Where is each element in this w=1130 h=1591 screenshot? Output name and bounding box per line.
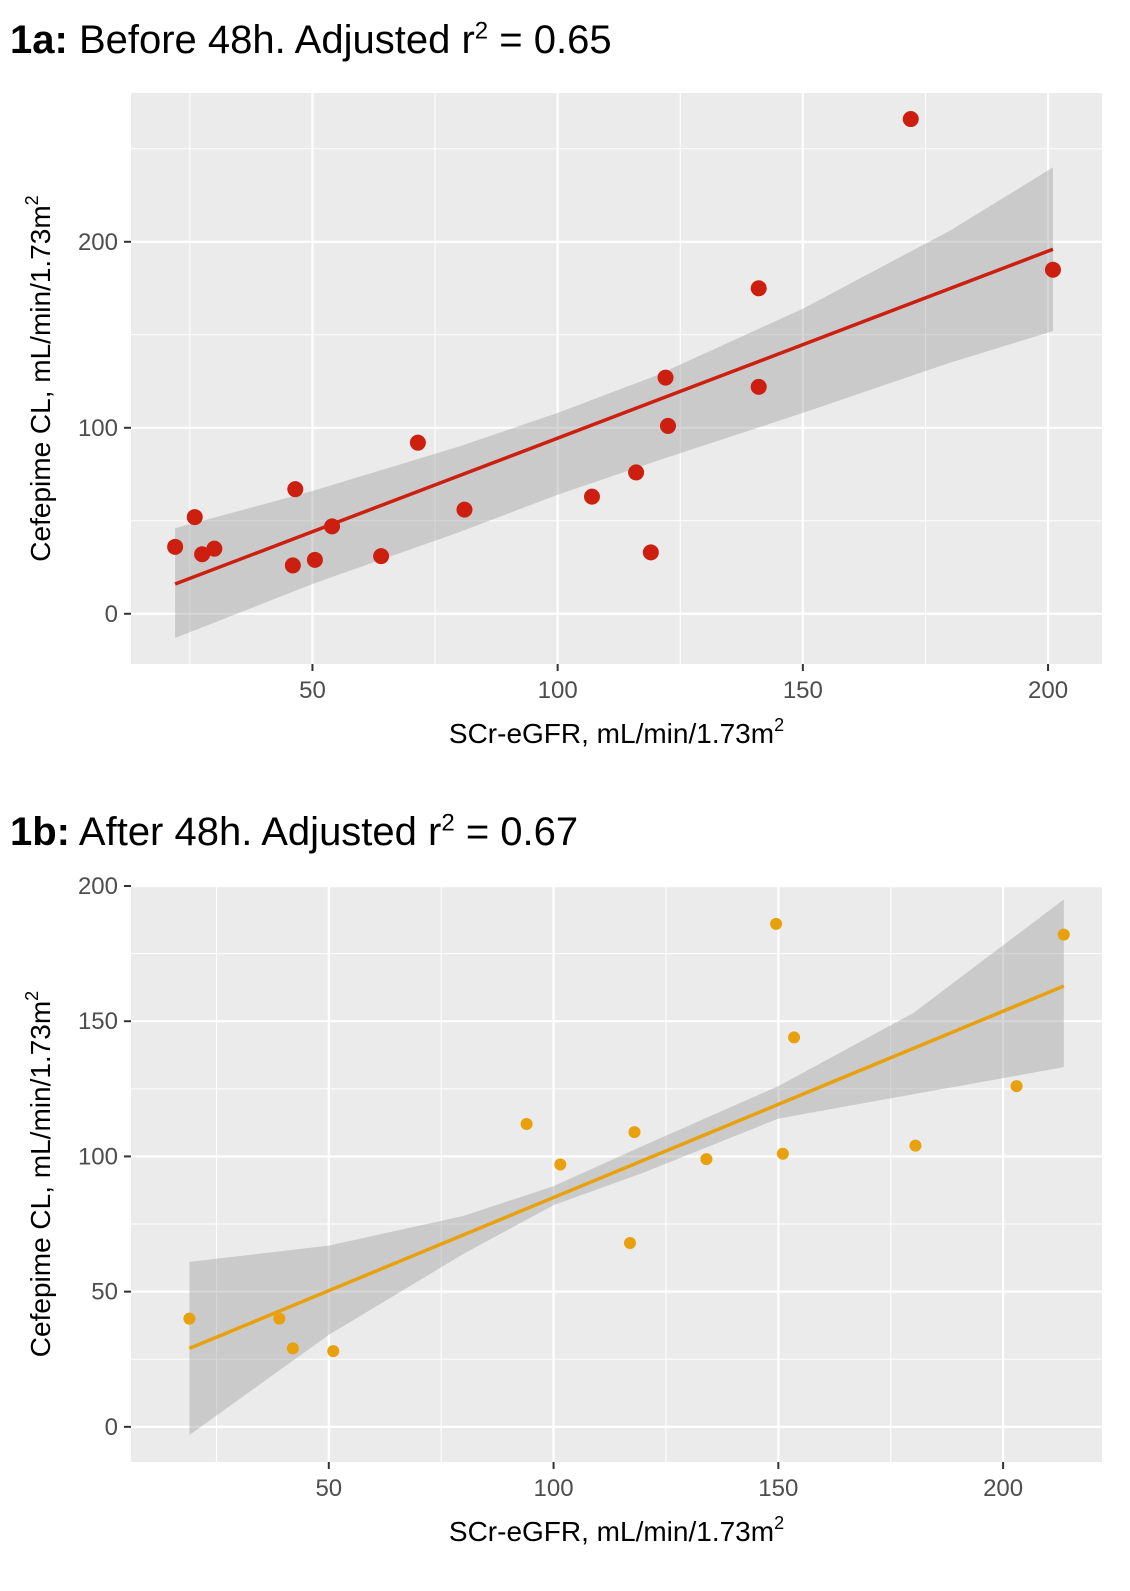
y-tick-label-1b: 150 <box>78 1008 118 1035</box>
data-point-1a <box>186 509 203 526</box>
data-point-1b <box>286 1342 299 1355</box>
x-tick-label-1b: 50 <box>315 1475 342 1502</box>
data-point-1a <box>750 280 767 297</box>
regression-line-1b <box>188 984 1065 1351</box>
y-tick-label-1b: 100 <box>78 1143 118 1170</box>
data-point-1a <box>628 464 645 481</box>
data-point-1b <box>183 1312 196 1325</box>
data-point-1b <box>623 1236 636 1249</box>
data-point-1a <box>583 488 600 505</box>
title-bold-1a: 1a: <box>10 18 68 62</box>
data-point-1a <box>642 544 659 561</box>
x-tick-label-1a: 100 <box>538 677 578 704</box>
x-tick-label-1b: 100 <box>534 1475 574 1502</box>
plot-background-1b <box>131 886 1102 1462</box>
data-point-1a <box>409 434 426 451</box>
data-point-1b <box>909 1139 922 1152</box>
data-point-1b <box>770 917 783 930</box>
title-bold-1b: 1b: <box>10 810 70 854</box>
data-point-1b <box>273 1312 286 1325</box>
title-end-1a: = 0.65 <box>488 18 612 62</box>
x-tick-label-1a: 50 <box>299 677 326 704</box>
x-tick-label-1b: 150 <box>758 1475 798 1502</box>
data-point-1a <box>456 501 473 518</box>
data-point-1a <box>284 557 301 574</box>
data-point-1a <box>206 540 223 557</box>
title-text-1b: After 48h. Adjusted r <box>78 810 442 854</box>
data-point-1b <box>776 1147 789 1160</box>
y-axis-label-1a: Cefepime CL, mL/min/1.73m2 <box>22 195 56 561</box>
data-point-1b <box>1010 1080 1023 1093</box>
x-axis-label-1a: SCr-eGFR, mL/min/1.73m2 <box>449 715 784 749</box>
data-point-1b <box>520 1117 533 1130</box>
x-axis-label-1b: SCr-eGFR, mL/min/1.73m2 <box>449 1513 784 1547</box>
title-sup-1b: 2 <box>441 809 455 837</box>
chart-title-1a: 1a: Before 48h. Adjusted r2 = 0.65 <box>10 18 612 63</box>
data-point-1a <box>306 551 323 568</box>
x-tick-label-1a: 200 <box>1028 677 1068 704</box>
data-point-1a <box>750 378 767 395</box>
plot-panel-1b: 50 100 150 200 0 50 100 150 200 SCr-eGFR, mL/min/… <box>22 873 1102 1547</box>
y-tick-label-1b: 50 <box>91 1279 118 1306</box>
data-point-1b <box>700 1153 713 1166</box>
x-tick-label-1a: 150 <box>783 677 823 704</box>
y-tick-label-1b: 200 <box>78 873 118 900</box>
y-tick-label-1a: 0 <box>105 601 118 628</box>
data-point-1b <box>1057 928 1070 941</box>
title-end-1b: = 0.67 <box>454 810 579 854</box>
y-tick-label-1b: 0 <box>105 1414 118 1441</box>
regression-line-1a <box>174 247 1054 586</box>
data-point-1a <box>1044 261 1061 278</box>
data-point-1a <box>167 538 184 555</box>
data-point-1b <box>628 1126 641 1139</box>
data-point-1a <box>373 548 390 565</box>
data-point-1b <box>554 1158 567 1171</box>
y-axis-label-1b: Cefepime CL, mL/min/1.73m2 <box>22 991 56 1357</box>
data-point-1a <box>659 417 676 434</box>
data-point-1b <box>788 1031 801 1044</box>
plot-panel-1a: 50 100 150 200 0 100 200 SCr-eGFR, mL/min/1.73m… <box>22 93 1102 749</box>
confidence-band-1a <box>175 167 1053 638</box>
y-tick-label-1a: 200 <box>78 229 118 256</box>
data-point-1a <box>287 481 304 498</box>
chart-title-1b: 1b: After 48h. Adjusted r2 = 0.67 <box>10 810 578 855</box>
title-sup-1a: 2 <box>474 17 489 45</box>
data-point-1a <box>657 369 674 386</box>
data-point-1b <box>327 1345 340 1358</box>
x-tick-label-1b: 200 <box>983 1475 1023 1502</box>
data-point-1a <box>194 546 211 563</box>
data-point-1a <box>902 111 919 128</box>
title-text-1a: Before 48h. Adjusted r <box>78 18 475 62</box>
y-tick-label-1a: 100 <box>78 415 118 442</box>
